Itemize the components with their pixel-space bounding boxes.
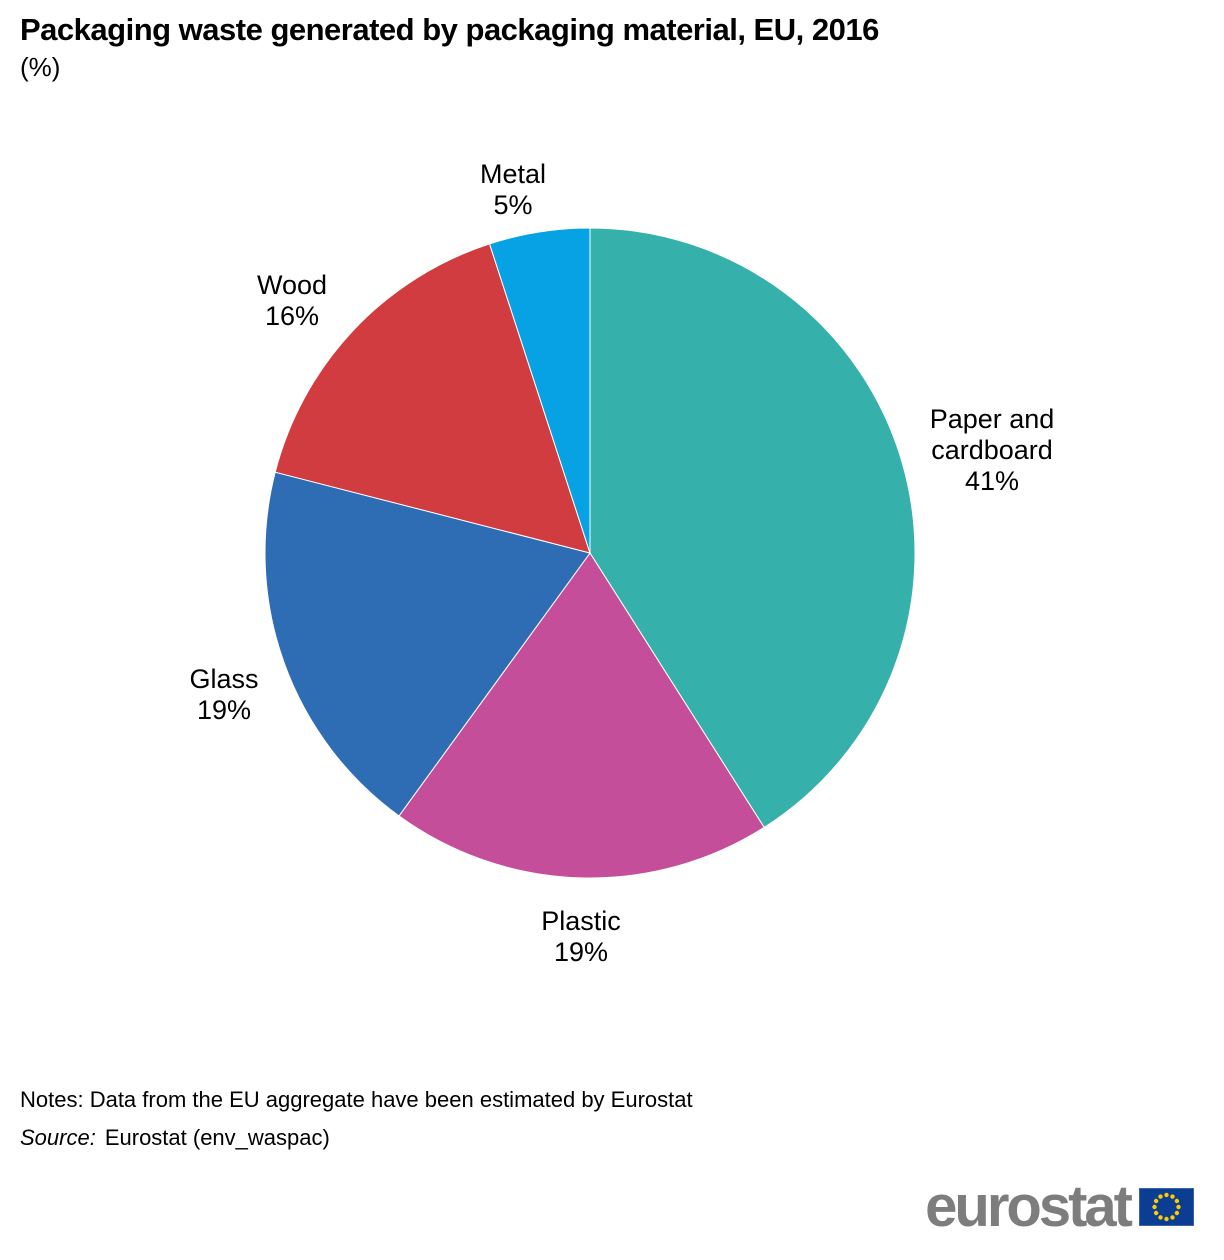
slice-label-glass: Glass 19% <box>189 664 258 726</box>
source-text: Eurostat (env_waspac) <box>104 1125 330 1150</box>
slice-label-line: Paper and <box>929 404 1055 434</box>
slice-label-value: 16% <box>264 301 320 331</box>
slice-label-paper-and-cardboard: Paper and cardboard 41% <box>930 404 1055 497</box>
eurostat-logo-text: eurostat <box>925 1174 1133 1239</box>
page-title: Packaging waste generated by packaging m… <box>20 12 879 47</box>
pie-slice-wood <box>274 243 591 554</box>
slice-label-line: Glass <box>189 664 259 694</box>
slice-label-metal: Metal 5% <box>480 159 546 221</box>
slice-label-value: 19% <box>553 937 609 967</box>
slice-label-value: 41% <box>964 466 1020 496</box>
slice-label-value: 19% <box>196 695 252 725</box>
slice-label-line: cardboard <box>931 435 1053 465</box>
slice-label-wood: Wood 16% <box>257 270 327 332</box>
eu-flag-icon <box>1139 1188 1194 1226</box>
eu-flag-stars <box>1152 1192 1181 1222</box>
slice-label-value: 5% <box>493 190 533 220</box>
notes-text: Notes: Data from the EU aggregate have b… <box>20 1087 693 1112</box>
pie-slice-metal <box>488 227 591 554</box>
slice-label-line: Wood <box>256 270 328 300</box>
slice-label-line: Metal <box>479 159 547 189</box>
source-label: Source: <box>20 1125 96 1150</box>
eurostat-logo: eurostat <box>925 1178 1194 1236</box>
pie-slice-paper-and-cardboard <box>589 227 916 829</box>
slice-label-line: Plastic <box>541 906 621 936</box>
slice-label-plastic: Plastic 19% <box>541 906 621 968</box>
pie-slice-glass <box>264 471 591 817</box>
page-subtitle: (%) <box>20 52 61 82</box>
pie-slice-plastic <box>398 552 765 879</box>
source-line: Source: Eurostat (env_waspac) <box>20 1125 330 1151</box>
